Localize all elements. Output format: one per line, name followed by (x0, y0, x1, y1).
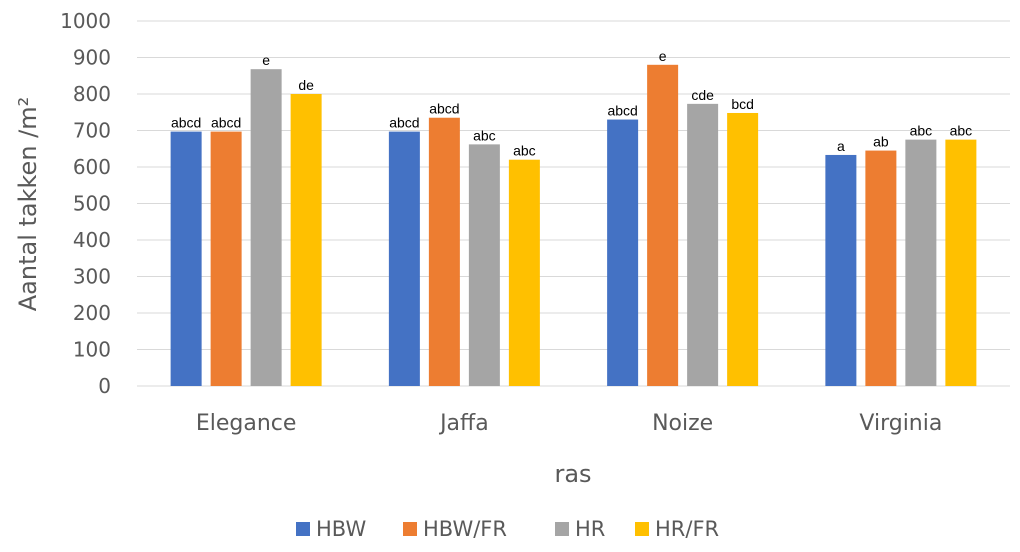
bar-hbw-fr-noize (647, 64, 679, 387)
bar-hbw-fr-virginia (865, 150, 897, 386)
y-tick-label: 0 (98, 374, 111, 398)
legend-label: HR (575, 517, 605, 541)
bar-hbw-virginia (825, 154, 857, 386)
data-label: a (837, 138, 845, 154)
bar-hbw-jaffa (388, 131, 420, 386)
legend-label: HBW (316, 517, 366, 541)
y-tick-label: 800 (73, 82, 111, 106)
bar-hr-fr-virginia (945, 139, 977, 386)
x-axis-categories: Elegance Jaffa Noize Virginia (196, 411, 943, 436)
data-label: abcd (607, 103, 637, 119)
y-tick-label: 100 (73, 338, 111, 362)
x-axis-title: ras (554, 460, 591, 488)
data-label: e (659, 48, 667, 64)
data-label: abcd (211, 115, 241, 131)
bar-hr-elegance (250, 69, 282, 387)
data-label: abcd (429, 101, 459, 117)
data-label: abc (910, 123, 933, 139)
legend-swatch (403, 522, 417, 536)
legend-label: HBW/FR (423, 517, 507, 541)
data-label: abcd (171, 115, 201, 131)
bar-hr-fr-jaffa (508, 159, 540, 386)
y-tick-label: 400 (73, 228, 111, 252)
x-category-label: Virginia (859, 411, 942, 436)
y-tick-label: 300 (73, 265, 111, 289)
bar-hbw-elegance (170, 131, 202, 386)
bar-hr-fr-noize (727, 112, 759, 386)
legend-swatch (635, 522, 649, 536)
data-label: bcd (731, 96, 754, 112)
legend: HBW HBW/FR HR HR/FR (296, 517, 719, 541)
bar-hbw-fr-elegance (210, 131, 242, 386)
x-category-label: Elegance (196, 411, 297, 436)
bar-hr-jaffa (468, 144, 500, 386)
bar-hbw-noize (607, 119, 639, 387)
legend-swatch (555, 522, 569, 536)
x-category-label: Jaffa (438, 411, 489, 436)
bar-hr-virginia (905, 139, 937, 386)
data-label: abc (473, 127, 496, 143)
y-tick-label: 1000 (60, 9, 111, 33)
data-label: abc (513, 143, 536, 159)
y-tick-label: 900 (73, 46, 111, 70)
y-tick-label: 200 (73, 301, 111, 325)
y-tick-label: 700 (73, 119, 111, 143)
data-label: abc (950, 123, 973, 139)
y-tick-label: 500 (73, 192, 111, 216)
legend-label: HR/FR (655, 517, 719, 541)
y-axis-title: Aantal takken /m² (14, 97, 42, 312)
x-category-label: Noize (652, 411, 713, 436)
bar-hr-noize (687, 103, 719, 386)
data-label: ab (873, 134, 889, 150)
data-label: cde (691, 87, 714, 103)
y-tick-label: 600 (73, 155, 111, 179)
data-label: abcd (389, 115, 419, 131)
bar-hbw-fr-jaffa (428, 117, 460, 386)
y-axis-ticks: 0 100 200 300 400 500 600 700 800 900 1000 (60, 9, 111, 398)
gridlines (137, 20, 1010, 387)
bar-hr-fr-elegance (290, 94, 322, 386)
bars (170, 64, 977, 387)
legend-swatch (296, 522, 310, 536)
data-label: de (298, 77, 314, 93)
data-label: e (262, 52, 270, 68)
